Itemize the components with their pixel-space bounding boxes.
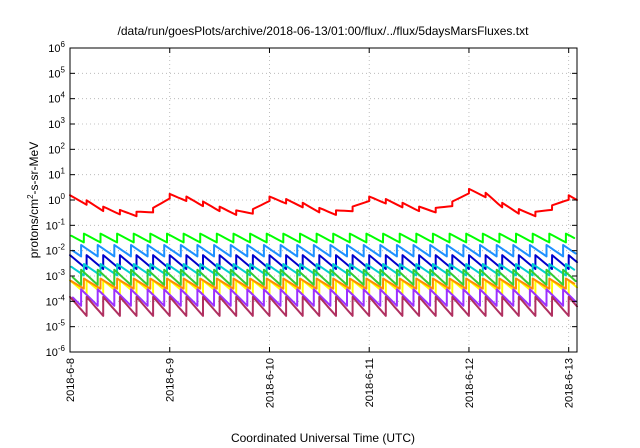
y-tick-label: 10-6	[46, 344, 66, 359]
y-tick-label: 10-2	[46, 243, 66, 258]
x-axis-label: Coordinated Universal Time (UTC)	[231, 431, 415, 445]
series-line-10	[69, 295, 578, 317]
x-tick-label: 2018-6-13	[564, 358, 576, 408]
y-tick-label: 102	[48, 141, 65, 156]
x-tick-label: 2018-6-12	[464, 358, 476, 408]
x-tick-label: 2018-6-11	[364, 358, 376, 407]
series-line-3	[71, 244, 577, 258]
series-line-1	[69, 187, 578, 218]
y-tick-label: 105	[48, 65, 65, 80]
y-tick-label: 10-1	[46, 217, 66, 232]
y-axis-label: protons/cm2-s-sr-MeV	[26, 142, 41, 258]
y-tick-label: 104	[48, 91, 65, 106]
y-tick-label: 106	[48, 40, 65, 55]
y-tick-label: 100	[48, 192, 65, 207]
series-line-8	[70, 277, 576, 290]
y-tick-label: 10-4	[46, 293, 66, 308]
chart-title: /data/run/goesPlots/archive/2018-06-13/0…	[118, 24, 530, 38]
ticks: 10-6 10-5 10-4 10-3 10-2 10-1 100 101 102 103 104 1…	[46, 40, 577, 408]
series-line-6	[71, 268, 577, 286]
y-tick-label: 10-5	[46, 319, 66, 334]
y-tick-label: 10-3	[46, 268, 66, 283]
y-tick-label: 103	[48, 116, 65, 131]
series-line-5	[70, 263, 576, 277]
x-tick-label: 2018-6-9	[165, 358, 177, 402]
series-line-2	[70, 232, 576, 244]
x-tick-label: 2018-6-8	[65, 358, 77, 402]
y-tick-label: 101	[48, 167, 65, 182]
x-tick-label: 2018-6-10	[264, 358, 276, 408]
series-line-4	[69, 254, 578, 270]
series-layer	[69, 187, 578, 317]
series-line-9	[71, 288, 577, 307]
